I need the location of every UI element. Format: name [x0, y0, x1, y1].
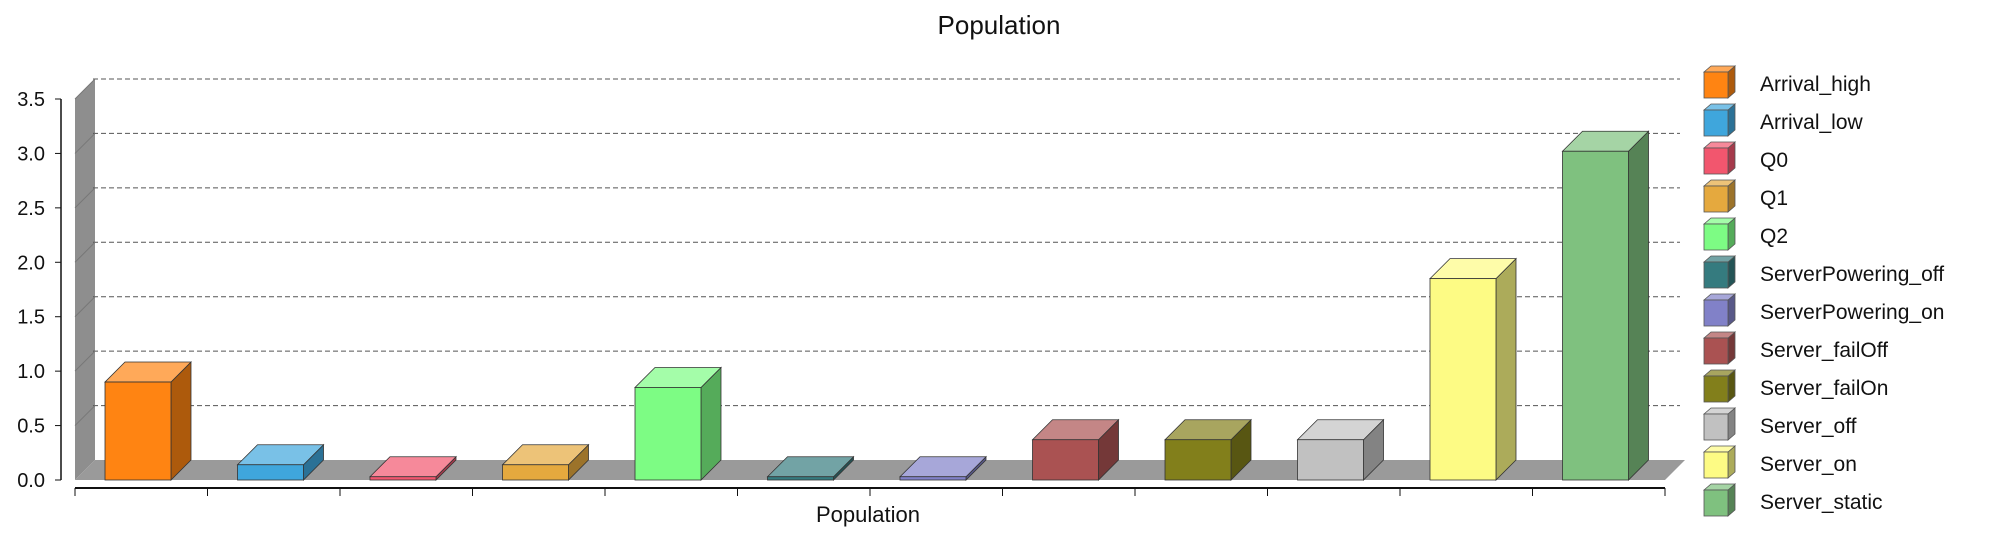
bar-front	[1429, 278, 1497, 481]
legend-label: Q2	[1760, 225, 1788, 248]
bar-Arrival_low	[236, 443, 325, 481]
y-tick-label: 3.5	[17, 89, 45, 111]
bar-ServerPowering_on	[899, 455, 987, 481]
y-tick-label: 1.5	[17, 307, 45, 329]
legend-label: Server_failOff	[1760, 339, 1888, 362]
floor	[75, 460, 1685, 480]
legend-label: Arrival_high	[1760, 73, 1871, 96]
legend-label: Server_on	[1760, 453, 1857, 476]
y-tick-label: 2.5	[17, 198, 45, 220]
legend-swatch	[1703, 451, 1729, 479]
bar-front	[1164, 439, 1232, 481]
bar-Q1	[501, 443, 590, 481]
legend-item: Arrival_high	[1702, 65, 1871, 99]
bar-front	[502, 464, 569, 481]
legend-item: Server_on	[1702, 445, 1857, 479]
legend-swatch	[1703, 489, 1729, 517]
gridline-diagonal	[74, 405, 96, 426]
legend-item: Q1	[1702, 179, 1788, 213]
legend-label: Server_off	[1760, 415, 1857, 438]
gridline-diagonal	[74, 296, 96, 318]
legend-label: Server_failOn	[1760, 377, 1888, 400]
legend-swatch	[1703, 337, 1729, 365]
y-axis: 0.0 0.5 1.0 1.5 2.0 2.5 3.0 3.5	[17, 89, 61, 492]
legend-label: Server_static	[1760, 491, 1883, 514]
gridline-diagonal	[74, 187, 96, 209]
bar-front	[104, 381, 172, 481]
legend-item: Server_failOff	[1702, 331, 1888, 365]
bar-front	[767, 476, 834, 481]
y-tick-label: 1.0	[17, 361, 45, 383]
legend-label: ServerPowering_off	[1760, 263, 1944, 286]
legend-swatch	[1703, 71, 1729, 99]
bar-front	[899, 476, 967, 481]
gridline-diagonal	[74, 350, 96, 372]
gridline-diagonal	[74, 133, 96, 154]
legend-item: Server_failOn	[1702, 369, 1888, 403]
legend-swatch	[1703, 299, 1729, 327]
legend-swatch	[1703, 147, 1729, 175]
legend-swatch	[1703, 223, 1729, 251]
bar-front	[1562, 150, 1629, 481]
x-axis: Population	[816, 502, 920, 527]
y-tick-label: 2.0	[17, 252, 45, 274]
legend-swatch	[1703, 109, 1729, 137]
left-wall	[75, 79, 95, 480]
legend-label: Q1	[1760, 187, 1788, 210]
y-tick-label: 3.0	[17, 143, 45, 165]
bar-side	[1495, 257, 1517, 481]
legend-swatch	[1703, 413, 1729, 441]
gridline-diagonal	[74, 241, 96, 263]
bar-front	[1032, 439, 1099, 481]
legend-item: ServerPowering_on	[1702, 293, 1944, 327]
gridlines	[74, 78, 1680, 426]
legend-label: Q0	[1760, 149, 1788, 172]
bar-Server_on	[1429, 257, 1517, 481]
bar-ServerPowering_off	[766, 455, 855, 481]
legend-swatch	[1703, 261, 1729, 289]
legend-item: Server_static	[1702, 483, 1883, 517]
chart-walls	[60, 79, 1685, 496]
bar-front	[1297, 439, 1364, 481]
bars	[104, 130, 1650, 481]
legend: Arrival_high Arrival_low Q0 Q1 Q2 ServerPower…	[1702, 65, 1944, 517]
bar-Server_off	[1296, 418, 1385, 481]
x-axis-label: Population	[816, 502, 920, 527]
bar-Server_static	[1561, 130, 1650, 481]
bar-side	[170, 361, 192, 481]
y-tick-label: 0.5	[17, 416, 45, 438]
bar-Q2	[634, 366, 722, 481]
legend-item: ServerPowering_off	[1702, 255, 1944, 289]
legend-label: ServerPowering_on	[1760, 301, 1944, 324]
bar-Q0	[369, 455, 457, 481]
bar-front	[369, 476, 437, 481]
bar-side	[1628, 130, 1649, 481]
bar-front	[237, 464, 304, 481]
y-tick-label: 0.0	[17, 470, 45, 492]
legend-swatch	[1703, 185, 1729, 213]
bar-Arrival_high	[104, 361, 192, 481]
bar-Server_failOn	[1164, 418, 1252, 481]
legend-item: Q0	[1702, 141, 1788, 175]
legend-item: Q2	[1702, 217, 1788, 251]
gridline-diagonal	[74, 78, 96, 100]
legend-item: Server_off	[1702, 407, 1857, 441]
bar-Server_failOff	[1031, 418, 1120, 481]
chart-title: Population	[937, 10, 1061, 40]
legend-swatch	[1703, 375, 1729, 403]
bar-front	[634, 387, 702, 481]
legend-item: Arrival_low	[1702, 103, 1864, 137]
legend-label: Arrival_low	[1760, 111, 1864, 134]
